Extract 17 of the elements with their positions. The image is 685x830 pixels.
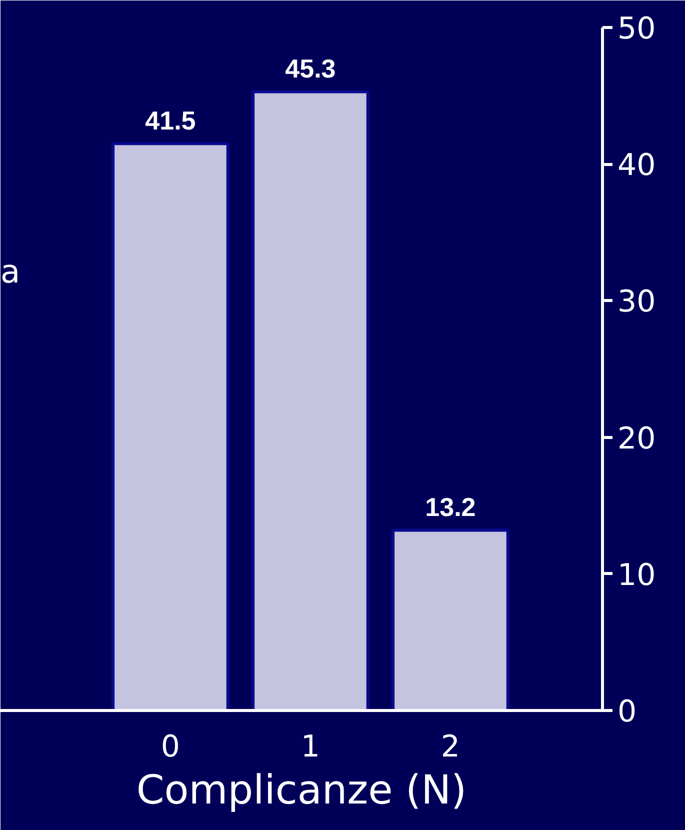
bar (112, 142, 230, 710)
y-tick-label: 50 (618, 12, 656, 46)
bar (392, 528, 510, 710)
x-tick-label: 1 (300, 730, 320, 764)
data-label: 13.2 (425, 492, 476, 522)
y-tick-label: 30 (618, 284, 656, 320)
data-label: 41.5 (145, 106, 196, 136)
x-tick-label: 2 (440, 730, 460, 764)
y-tick-label: 0 (618, 694, 637, 730)
y-tick-label: 10 (618, 558, 656, 593)
y-tick-label: 20 (618, 421, 656, 456)
bar (252, 90, 370, 710)
data-label: 45.3 (285, 54, 336, 84)
x-tick-label: 0 (160, 730, 180, 764)
x-axis-title: Complicanze (N) (136, 768, 467, 814)
y-tick-label: 40 (618, 148, 656, 184)
annotation: a (0, 252, 20, 290)
